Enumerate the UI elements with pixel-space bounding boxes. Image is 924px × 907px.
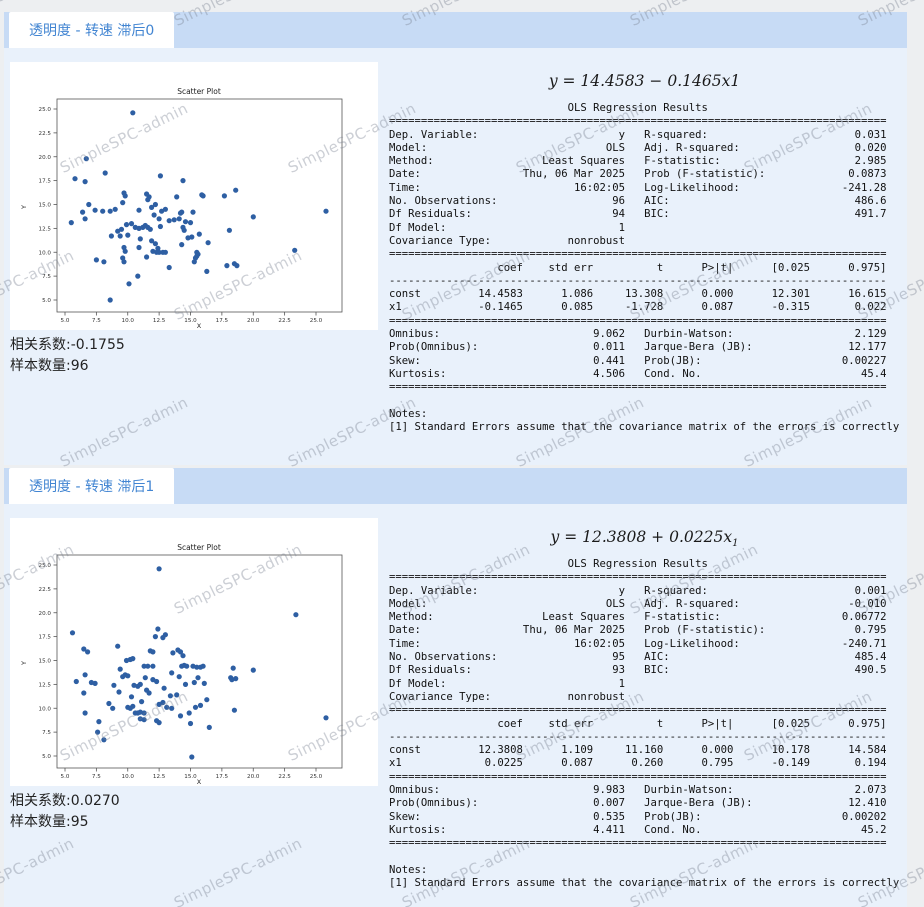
svg-text:7.5: 7.5 [92, 774, 101, 780]
equation-subscript: 1 [732, 538, 739, 550]
scatter-plot-svg: Scatter Plot 5.0 7.5 10.0 12.5 15.0 17.5 20.0 22… [10, 62, 378, 330]
svg-text:20.0: 20.0 [247, 774, 260, 780]
svg-text:Y: Y [20, 661, 28, 666]
correlation-text: 相关系数:0.0270 [10, 793, 120, 809]
scatter-figure: Scatter Plot 5.0 7.5 10.0 12.5 15.0 17.5 20.0 22… [10, 518, 378, 786]
analysis-section-lag0: 透明度 - 转速 滞后0 Scatter Plot 5.0 7.5 10.0 12.5 1… [4, 12, 907, 465]
svg-text:17.5: 17.5 [39, 635, 52, 641]
tab-label: 透明度 - 转速 滞后1 [29, 479, 155, 495]
svg-text:10.0: 10.0 [39, 250, 52, 256]
regression-equation: y = 12.3808 + 0.0225x1 [382, 528, 907, 550]
scatter-plot-svg: Scatter Plot 5.0 7.5 10.0 12.5 15.0 17.5 20.0 22… [10, 518, 378, 786]
svg-text:Scatter Plot: Scatter Plot [177, 87, 221, 96]
svg-text:22.5: 22.5 [39, 131, 52, 137]
svg-text:22.5: 22.5 [39, 587, 52, 593]
svg-text:7.5: 7.5 [92, 318, 101, 324]
svg-text:15.0: 15.0 [39, 659, 52, 665]
sample-count-text: 样本数量:95 [10, 814, 89, 830]
stats-block: 相关系数:0.0270 样本数量:95 [10, 791, 120, 833]
svg-text:10.0: 10.0 [39, 706, 52, 712]
regression-column: y = 12.3808 + 0.0225x1 OLS Regression Re… [382, 504, 907, 890]
svg-text:20.0: 20.0 [39, 155, 52, 161]
tab-label: 透明度 - 转速 滞后0 [29, 23, 155, 39]
panel-content: Scatter Plot 5.0 7.5 10.0 12.5 15.0 17.5 20.0 22… [4, 48, 907, 465]
svg-text:5.0: 5.0 [61, 318, 70, 324]
svg-text:20.0: 20.0 [247, 318, 260, 324]
svg-text:10.0: 10.0 [122, 774, 135, 780]
sample-count-text: 样本数量:96 [10, 358, 89, 374]
svg-text:X: X [197, 778, 202, 786]
equation-main: y = 12.3808 + 0.0225x [550, 528, 733, 546]
svg-text:25.0: 25.0 [310, 318, 323, 324]
ols-summary: OLS Regression Results =================… [389, 102, 900, 434]
regression-column: y = 14.4583 − 0.1465x1 OLS Regression Re… [382, 48, 907, 434]
svg-text:X: X [197, 322, 202, 330]
tab-lag0[interactable]: 透明度 - 转速 滞后0 [9, 12, 175, 48]
stats-block: 相关系数:-0.1755 样本数量:96 [10, 335, 125, 377]
svg-text:22.5: 22.5 [278, 318, 291, 324]
svg-text:25.0: 25.0 [39, 107, 52, 113]
svg-text:12.5: 12.5 [153, 774, 166, 780]
correlation-text: 相关系数:-0.1755 [10, 337, 125, 353]
tab-bar: 透明度 - 转速 滞后1 [4, 468, 907, 504]
svg-text:17.5: 17.5 [216, 318, 229, 324]
ols-summary: OLS Regression Results =================… [389, 558, 900, 890]
scatter-figure: Scatter Plot 5.0 7.5 10.0 12.5 15.0 17.5 20.0 22… [10, 62, 378, 330]
regression-equation: y = 14.4583 − 0.1465x1 [382, 72, 907, 94]
svg-text:12.5: 12.5 [39, 226, 52, 232]
svg-text:15.0: 15.0 [184, 318, 197, 324]
svg-text:Scatter Plot: Scatter Plot [177, 543, 221, 552]
svg-text:22.5: 22.5 [278, 774, 291, 780]
svg-text:12.5: 12.5 [39, 682, 52, 688]
svg-text:10.0: 10.0 [122, 318, 135, 324]
svg-text:15.0: 15.0 [39, 203, 52, 209]
svg-text:5.0: 5.0 [61, 774, 70, 780]
svg-text:7.5: 7.5 [42, 730, 51, 736]
equation-main: y = 14.4583 − 0.1465x1 [548, 72, 741, 90]
svg-text:12.5: 12.5 [153, 318, 166, 324]
svg-text:20.0: 20.0 [39, 611, 52, 617]
panel-content: Scatter Plot 5.0 7.5 10.0 12.5 15.0 17.5 20.0 22… [4, 504, 907, 907]
tab-lag1[interactable]: 透明度 - 转速 滞后1 [9, 468, 175, 504]
svg-text:7.5: 7.5 [42, 274, 51, 280]
analysis-section-lag1: 透明度 - 转速 滞后1 Scatter Plot 5.0 7.5 10.0 12.5 1… [4, 468, 907, 907]
tab-bar: 透明度 - 转速 滞后0 [4, 12, 907, 48]
svg-text:17.5: 17.5 [216, 774, 229, 780]
svg-text:Y: Y [20, 205, 28, 210]
svg-text:25.0: 25.0 [39, 563, 52, 569]
svg-text:17.5: 17.5 [39, 179, 52, 185]
svg-text:5.0: 5.0 [42, 754, 51, 760]
svg-text:15.0: 15.0 [184, 774, 197, 780]
svg-text:25.0: 25.0 [310, 774, 323, 780]
svg-text:5.0: 5.0 [42, 298, 51, 304]
